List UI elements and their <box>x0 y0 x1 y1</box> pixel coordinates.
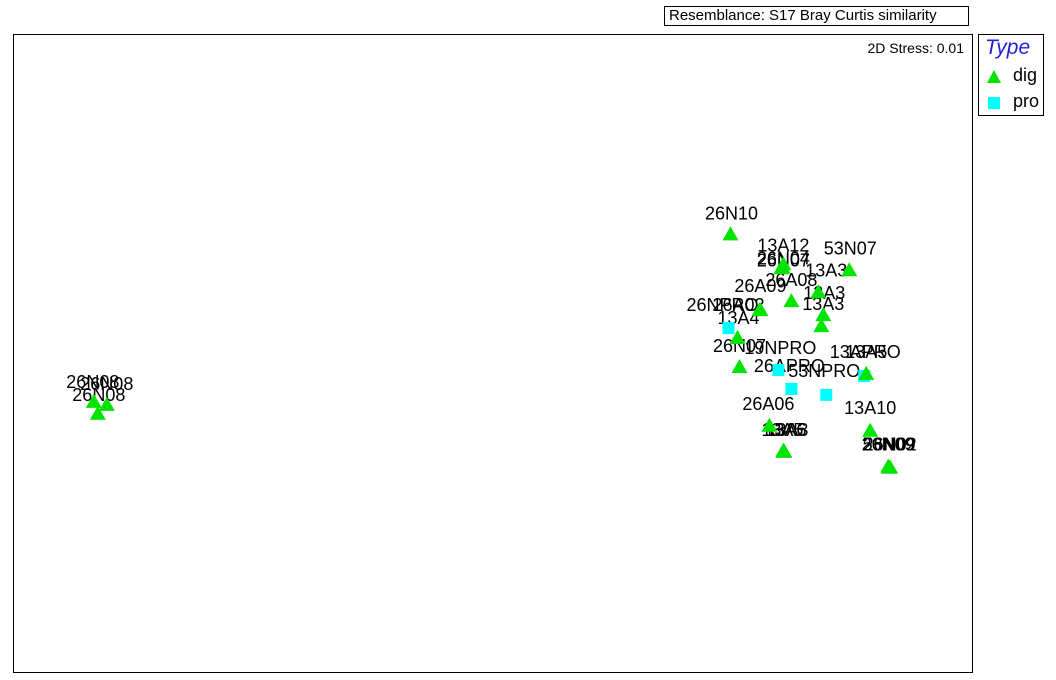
mds-scatter-svg: 26N0826N0826N0826N1013A1226N0426N0753N07… <box>66 203 917 474</box>
legend-title: Type <box>985 36 1031 59</box>
triangle-icon <box>987 70 1001 83</box>
point-label: 13A3 <box>802 294 844 314</box>
point-label: 13A3 <box>766 420 808 440</box>
data-point-pro <box>820 388 833 401</box>
point-label: 53N07 <box>824 238 877 258</box>
data-point-dig <box>89 405 106 420</box>
point-label: 13A5 <box>845 342 887 362</box>
point-label: 13A12 <box>757 235 809 255</box>
data-point-dig <box>776 443 793 458</box>
data-point-dig <box>773 260 790 275</box>
data-point-dig <box>810 284 827 299</box>
point-label: 26N08 <box>66 372 119 392</box>
data-point-dig <box>841 262 858 277</box>
point-label: 13A10 <box>844 398 896 418</box>
point-label: 26N02 <box>864 435 917 455</box>
legend: Type dig pro <box>978 34 1044 116</box>
square-icon <box>988 97 1000 109</box>
data-point-dig <box>85 393 102 408</box>
data-point-dig <box>752 302 769 317</box>
point-label: 13A3 <box>805 260 847 280</box>
data-point-dig <box>731 358 748 373</box>
data-point-pro <box>722 322 735 335</box>
point-label: 26A06 <box>742 394 794 414</box>
resemblance-label: Resemblance: S17 Bray Curtis similarity <box>664 6 969 26</box>
data-point-dig <box>858 365 875 380</box>
data-point-dig <box>98 396 115 411</box>
data-point-dig <box>815 307 832 322</box>
data-point-dig <box>882 459 899 474</box>
point-label: 26NPRO <box>687 295 759 315</box>
point-label: 26N09 <box>862 435 915 455</box>
data-point-dig <box>813 318 830 333</box>
data-point-dig <box>783 293 800 308</box>
point-label: 26A08 <box>765 270 817 290</box>
point-label: 26A02 <box>712 295 764 315</box>
legend-label-pro: pro <box>1013 91 1040 111</box>
data-point-pro <box>785 382 798 395</box>
data-point-dig <box>729 330 746 345</box>
data-point-dig <box>722 226 739 241</box>
point-label: 26N08 <box>72 385 125 405</box>
data-point-dig <box>862 422 879 437</box>
point-label: 26APRO <box>754 356 825 376</box>
point-label: 26A09 <box>734 276 786 296</box>
mds-plot-area: 2D Stress: 0.01 26N08 26N08 26N08 26N10 13A1… <box>13 34 973 673</box>
point-label: 13APRO <box>830 342 901 362</box>
point-label: 13A6 <box>764 420 806 440</box>
point-label: 53NPRO <box>788 361 860 381</box>
legend-item-pro: pro <box>985 91 1043 113</box>
data-point-pro <box>772 363 785 376</box>
stress-label: 2D Stress: 0.01 <box>867 40 965 56</box>
point-label: 26N07 <box>713 336 766 356</box>
point-label: 53N09 <box>863 435 916 455</box>
legend-label-dig: dig <box>1013 65 1038 85</box>
point-label: 19NPRO <box>744 338 816 358</box>
point-label: 26N10 <box>705 203 758 223</box>
point-label: 26N08 <box>80 374 133 394</box>
legend-item-dig: dig <box>985 65 1043 87</box>
data-point-dig <box>761 417 778 432</box>
